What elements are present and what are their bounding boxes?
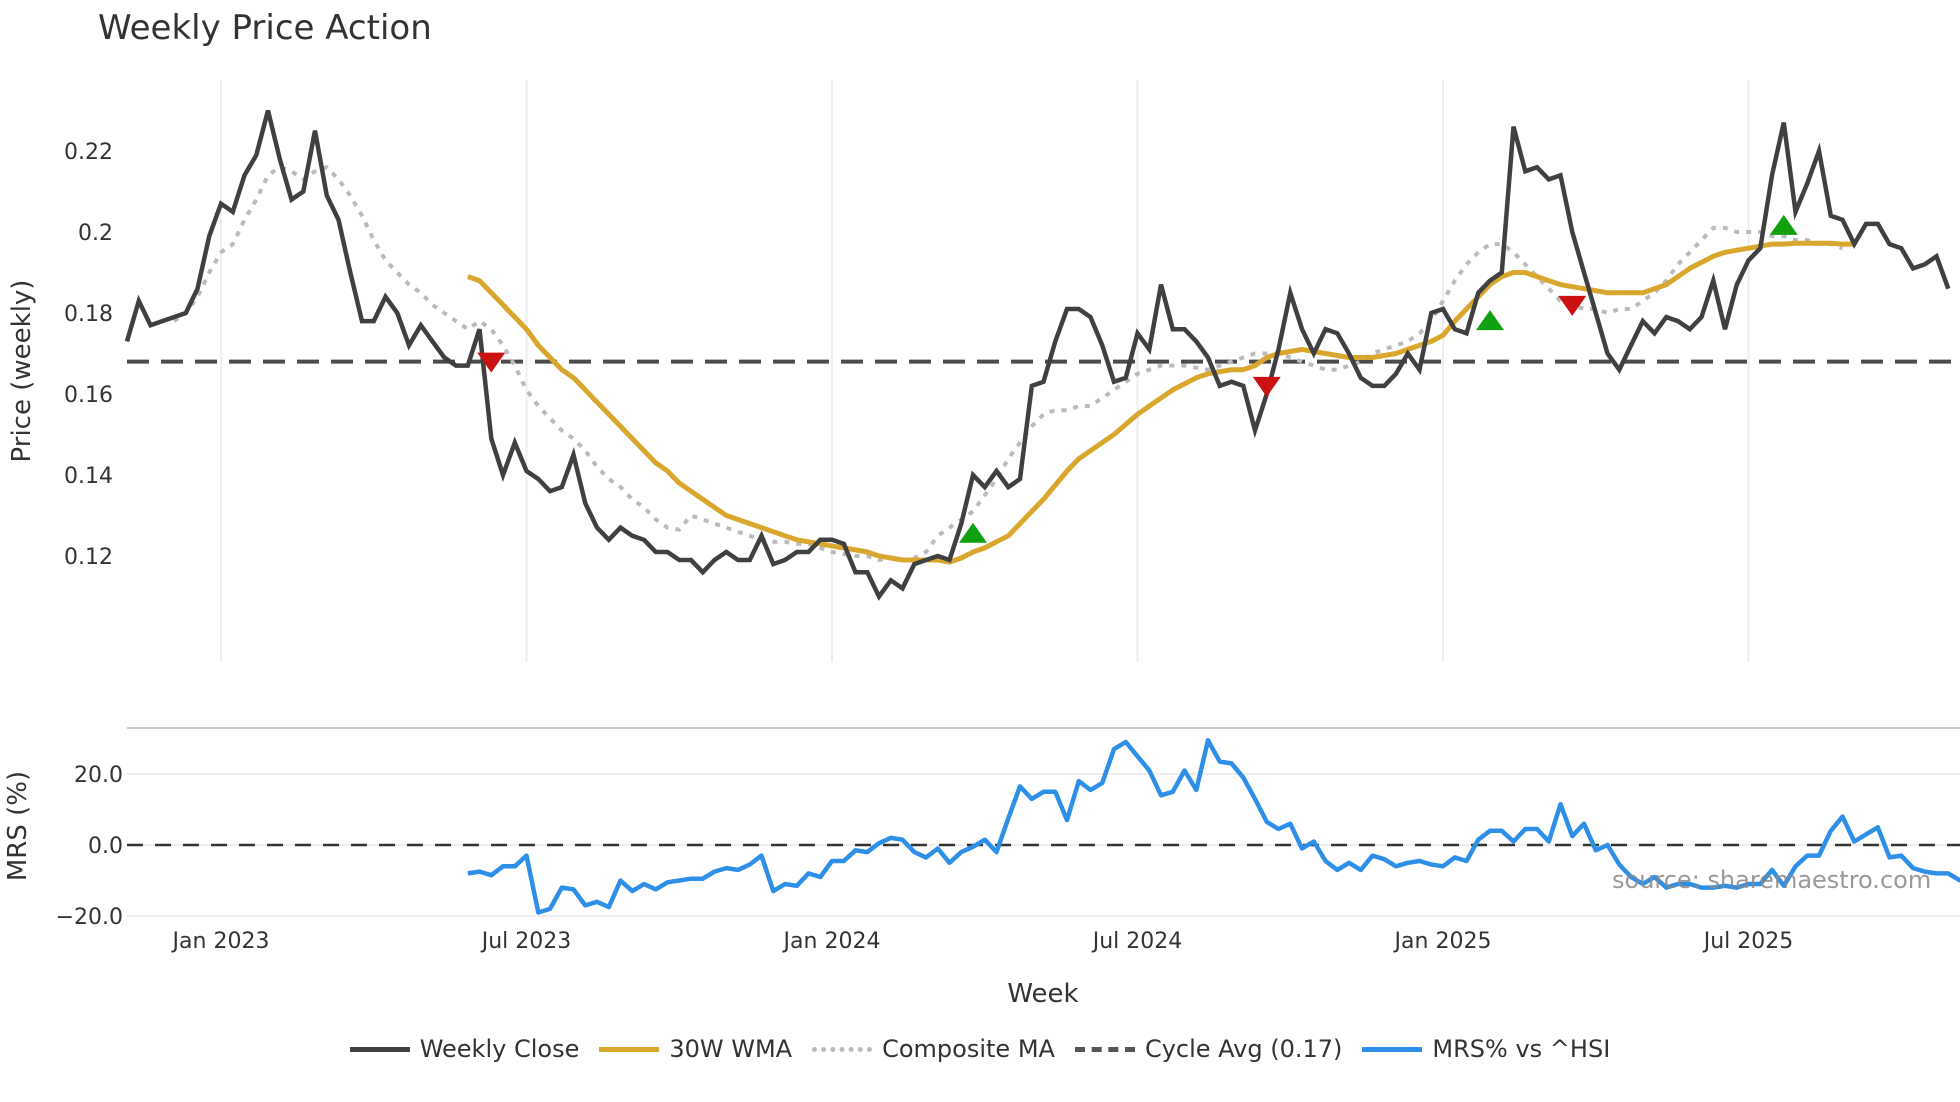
x-tick-label: Jan 2023 bbox=[171, 929, 270, 954]
sell-signal-triangle-down-icon bbox=[477, 352, 506, 373]
x-axis-title: Week bbox=[1007, 979, 1078, 1009]
legend-label: Weekly Close bbox=[419, 1035, 580, 1063]
legend-swatch-icon bbox=[349, 1046, 410, 1052]
legend-item[interactable]: Composite MA bbox=[812, 1035, 1055, 1063]
y-tick-label: 0.2 bbox=[78, 221, 113, 246]
x-tick-label: Jul 2024 bbox=[1091, 929, 1183, 954]
legend-label: Cycle Avg (0.17) bbox=[1144, 1035, 1343, 1063]
legend-swatch-icon bbox=[1074, 1046, 1135, 1052]
mrs-y-tick-label: −20.0 bbox=[56, 905, 123, 930]
legend-item[interactable]: 30W WMA bbox=[599, 1035, 792, 1063]
buy-signal-triangle-up-icon bbox=[959, 522, 987, 543]
sell-signal-triangle-down-icon bbox=[1252, 376, 1281, 397]
legend-label: Composite MA bbox=[882, 1035, 1055, 1063]
mrs-y-tick-label: 20.0 bbox=[74, 763, 123, 788]
y-tick-label: 0.12 bbox=[64, 545, 113, 570]
legend-swatch-icon bbox=[599, 1046, 660, 1052]
y-tick-label: 0.14 bbox=[64, 464, 113, 489]
y-axis-title: Price (weekly) bbox=[7, 280, 37, 463]
mrs-y-tick-label: 0.0 bbox=[88, 834, 123, 859]
legend-swatch-icon bbox=[812, 1046, 873, 1052]
y-tick-label: 0.16 bbox=[64, 383, 113, 408]
x-tick-label: Jul 2025 bbox=[1702, 929, 1794, 954]
sell-signal-triangle-down-icon bbox=[1558, 295, 1587, 316]
legend: Weekly Close 30W WMA Composite MA Cycle Avg… bbox=[0, 1035, 1960, 1063]
y-tick-label: 0.18 bbox=[64, 302, 113, 327]
legend-swatch-icon bbox=[1362, 1046, 1423, 1052]
legend-label: MRS% vs ^HSI bbox=[1432, 1035, 1611, 1063]
y-tick-label: 0.22 bbox=[64, 140, 113, 165]
legend-item[interactable]: MRS% vs ^HSI bbox=[1362, 1035, 1610, 1063]
x-tick-label: Jul 2023 bbox=[480, 929, 572, 954]
legend-item[interactable]: Weekly Close bbox=[349, 1035, 580, 1063]
legend-label: 30W WMA bbox=[669, 1035, 793, 1063]
buy-signal-triangle-up-icon bbox=[1769, 214, 1798, 235]
mrs-y-axis-title: MRS (%) bbox=[3, 771, 33, 881]
source-watermark: source: sharemaestro.com bbox=[1612, 866, 1932, 894]
buy-signal-triangle-up-icon bbox=[1476, 310, 1504, 331]
weekly-close-line bbox=[124, 109, 1951, 601]
legend-item[interactable]: Cycle Avg (0.17) bbox=[1074, 1035, 1343, 1063]
mrs-line bbox=[467, 738, 1960, 915]
chart-title: Weekly Price Action bbox=[98, 8, 432, 48]
30w-wma-line bbox=[466, 240, 1855, 565]
x-tick-label: Jan 2025 bbox=[1393, 929, 1492, 954]
x-tick-label: Jan 2024 bbox=[782, 929, 881, 954]
